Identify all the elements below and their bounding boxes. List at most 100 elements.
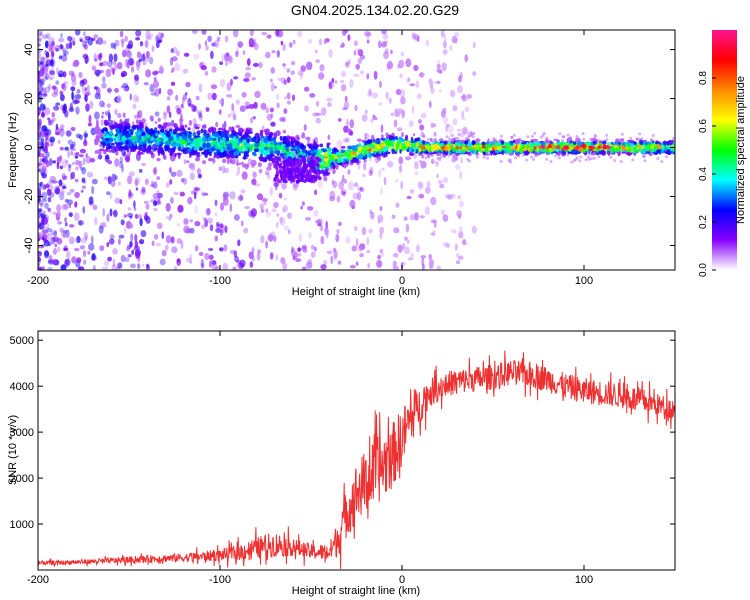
heatmap-cell — [672, 136, 675, 140]
heatmap-cell — [275, 30, 280, 37]
heatmap-cell — [185, 81, 191, 88]
heatmap-cell — [345, 61, 349, 67]
heatmap-cell — [349, 119, 355, 129]
heatmap-cell — [432, 160, 439, 164]
heatmap-cell — [460, 156, 463, 164]
heatmap-cell — [485, 152, 489, 156]
heatmap-cell — [377, 214, 384, 223]
heatmap-cell — [411, 105, 415, 114]
heatmap-cell — [453, 37, 458, 44]
heatmap-cell — [338, 118, 342, 122]
heatmap-cell — [255, 140, 260, 144]
heatmap-cell — [369, 209, 373, 214]
heatmap-cell — [633, 141, 637, 145]
heatmap-cell — [45, 151, 50, 158]
heatmap-cell — [319, 224, 324, 232]
heatmap-cell — [224, 225, 228, 234]
heatmap-cell — [104, 111, 109, 116]
heatmap-cell — [38, 197, 41, 203]
heatmap-cell — [238, 140, 242, 144]
heatmap-cell — [343, 164, 349, 168]
heatmap-cell — [425, 39, 430, 47]
heatmap-cell — [282, 63, 286, 67]
heatmap-cell — [339, 161, 343, 166]
heatmap-cell — [422, 141, 426, 145]
heatmap-cell — [94, 58, 98, 62]
heatmap-cell — [53, 186, 60, 194]
heatmap-cell — [440, 30, 445, 38]
heatmap-cell — [409, 83, 416, 87]
heatmap-cell — [266, 173, 271, 180]
heatmap-cell — [202, 142, 207, 149]
heatmap-cell — [41, 66, 49, 75]
heatmap-cell — [310, 174, 314, 179]
heatmap-cell — [391, 214, 396, 219]
heatmap-cell — [148, 56, 154, 65]
heatmap-cell — [420, 144, 425, 150]
heatmap-cell — [328, 155, 335, 160]
heatmap-cell — [119, 156, 124, 164]
heatmap-cell — [120, 85, 125, 89]
heatmap-cell — [388, 135, 392, 141]
heatmap-cell — [42, 34, 48, 39]
heatmap-cell — [207, 157, 214, 162]
heatmap-cell — [297, 147, 301, 154]
heatmap-cell — [279, 135, 283, 141]
heatmap-cell — [127, 175, 133, 185]
heatmap-cell — [218, 154, 224, 159]
heatmap-cell — [290, 148, 296, 152]
heatmap-cell — [548, 147, 553, 152]
heatmap-cell — [226, 94, 233, 98]
heatmap-cell — [38, 73, 41, 82]
heatmap-cell — [283, 96, 288, 100]
heatmap-cell — [233, 214, 240, 221]
heatmap-cell — [366, 36, 370, 43]
heatmap-cell — [301, 152, 307, 157]
heatmap-cell — [143, 82, 149, 86]
heatmap-cell — [71, 71, 74, 78]
heatmap-cell — [282, 141, 287, 145]
heatmap-cell — [195, 138, 200, 143]
heatmap-cell — [211, 66, 217, 73]
heatmap-cell — [331, 161, 335, 166]
heatmap-cell — [458, 230, 464, 239]
heatmap-cell — [344, 61, 350, 68]
heatmap-cell — [466, 151, 472, 155]
heatmap-cell — [144, 40, 149, 48]
heatmap-cell — [472, 140, 476, 145]
heatmap-cell — [77, 220, 84, 226]
heatmap-cell — [81, 185, 87, 189]
heatmap-cell — [134, 176, 141, 184]
heatmap-cell — [286, 167, 290, 172]
heatmap-cell — [286, 100, 291, 105]
heatmap-cell — [343, 178, 347, 184]
heatmap-cell — [137, 255, 141, 263]
heatmap-cell — [261, 125, 265, 131]
heatmap-cell — [355, 48, 362, 52]
heatmap-cell — [144, 212, 148, 217]
heatmap-cell — [115, 123, 120, 128]
heatmap-cell — [395, 88, 402, 96]
heatmap-cell — [38, 42, 41, 47]
heatmap-cell — [45, 214, 49, 223]
heatmap-cell — [227, 113, 232, 118]
heatmap-cell — [43, 230, 49, 238]
heatmap-cell — [274, 85, 277, 89]
heatmap-cell — [406, 239, 410, 245]
heatmap-cell — [418, 72, 425, 78]
heatmap-cell — [474, 149, 478, 153]
heatmap-cell — [620, 132, 624, 136]
heatmap-cell — [318, 72, 325, 80]
heatmap-cell — [237, 239, 241, 247]
heatmap-cell — [265, 208, 269, 213]
heatmap-cell — [234, 255, 240, 263]
heatmap-cell — [456, 252, 459, 258]
heatmap-cell — [259, 153, 264, 157]
heatmap-cell — [104, 127, 108, 132]
heatmap-cell — [363, 161, 367, 171]
heatmap-cell — [253, 153, 257, 157]
heatmap-cell — [439, 156, 443, 159]
heatmap-cell — [165, 235, 172, 244]
heatmap-cell — [246, 138, 250, 144]
heatmap-cell — [43, 184, 50, 189]
